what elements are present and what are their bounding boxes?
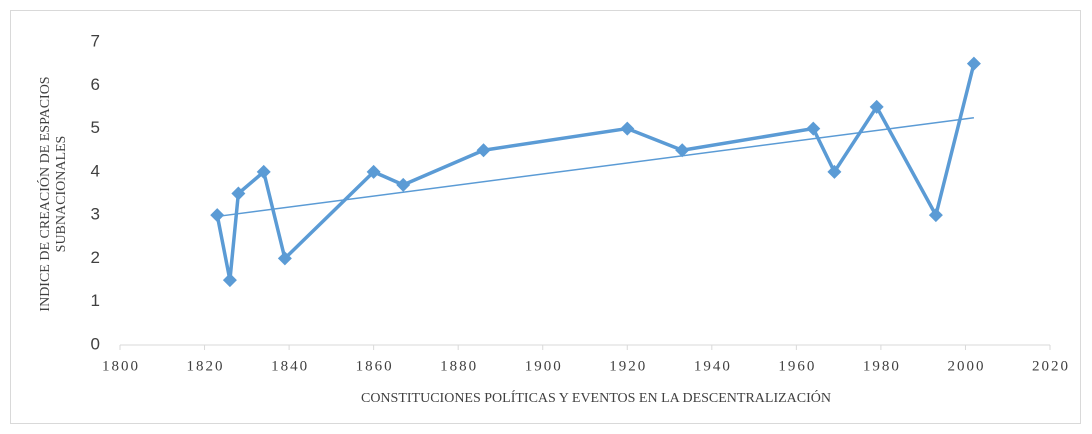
marker: [396, 177, 411, 192]
marker: [476, 143, 491, 158]
marker: [928, 208, 943, 223]
marker: [827, 164, 842, 179]
y-axis-label: INDICE DE CREACIÓN DE ESPACIOS: [36, 76, 53, 311]
marker: [277, 251, 292, 266]
x-tick-label: 1800: [102, 358, 140, 374]
y-tick-label: 2: [91, 248, 100, 267]
y-tick-label: 3: [91, 205, 100, 224]
y-tick-label: 7: [91, 31, 100, 50]
x-tick-label: 1980: [863, 358, 901, 374]
marker: [675, 143, 690, 158]
x-tick-label: 1880: [440, 358, 478, 374]
marker: [210, 208, 225, 223]
y-tick-label: 1: [91, 291, 100, 310]
x-tick-label: 2020: [1032, 358, 1070, 374]
y-tick-label: 6: [91, 75, 100, 94]
x-axis-label: CONSTITUCIONES POLÍTICAS Y EVENTOS EN LA…: [361, 389, 831, 406]
marker: [966, 56, 981, 71]
x-tick-label: 1900: [525, 358, 563, 374]
marker: [366, 164, 381, 179]
x-tick-label: 1840: [271, 358, 309, 374]
marker: [620, 121, 635, 136]
x-tick-label: 1820: [187, 358, 225, 374]
x-tick-label: 1860: [356, 358, 394, 374]
marker: [256, 164, 271, 179]
y-tick-label: 4: [91, 161, 100, 180]
x-tick-label: 1940: [694, 358, 732, 374]
marker: [806, 121, 821, 136]
y-tick-label: 5: [91, 118, 100, 137]
x-tick-label: 2000: [947, 358, 985, 374]
y-tick-label: 0: [91, 334, 100, 353]
marker: [869, 99, 884, 114]
chart-border: [10, 10, 1081, 424]
y-axis-label: SUBNACIONALES: [54, 136, 69, 253]
x-tick-label: 1960: [778, 358, 816, 374]
marker: [231, 186, 246, 201]
marker: [222, 273, 237, 288]
x-tick-label: 1920: [609, 358, 647, 374]
